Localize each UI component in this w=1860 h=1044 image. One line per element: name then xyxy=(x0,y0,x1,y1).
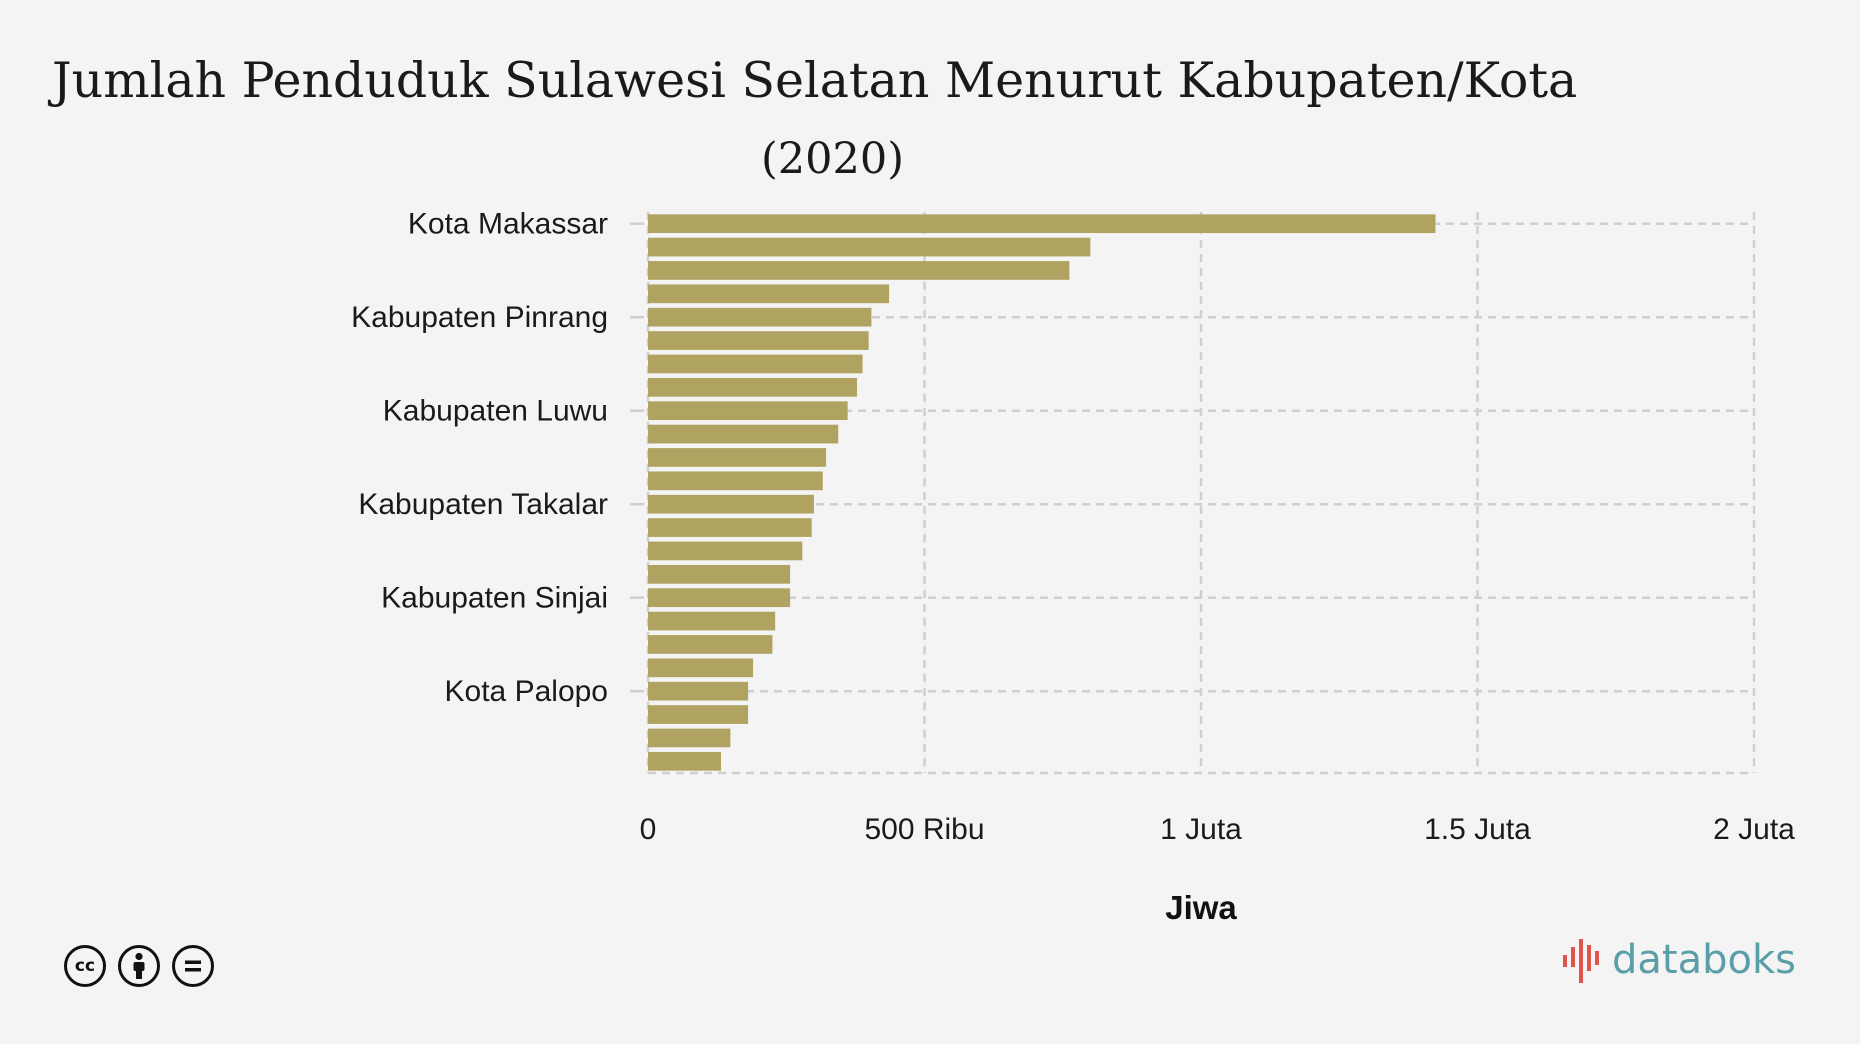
nd-icon xyxy=(172,945,214,987)
bar xyxy=(648,284,890,304)
x-axis-label: Jiwa xyxy=(1165,889,1237,926)
bar xyxy=(648,261,1070,280)
y-tick-label: Kota Palopo xyxy=(445,675,608,708)
bar xyxy=(648,611,776,631)
license-icons: cc xyxy=(64,945,214,991)
y-tick-label: Kabupaten Pinrang xyxy=(351,301,608,334)
x-tick-label: 2 Juta xyxy=(1713,813,1795,846)
bar xyxy=(648,214,1436,234)
y-tick-label: Kota Makassar xyxy=(408,208,608,241)
equals-glyph xyxy=(185,960,201,972)
by-icon xyxy=(118,945,160,987)
bar xyxy=(648,728,731,748)
bar xyxy=(648,518,812,537)
chart-title: Jumlah Penduduk Sulawesi Selatan Menurut… xyxy=(52,52,1578,109)
y-tick-label: Kabupaten Sinjai xyxy=(381,582,608,615)
bar xyxy=(648,377,858,397)
bar xyxy=(648,564,791,584)
y-tick-label: Kabupaten Luwu xyxy=(383,395,608,428)
bar xyxy=(648,588,791,608)
bar xyxy=(648,471,823,491)
cc-icon: cc xyxy=(64,945,106,987)
bar xyxy=(648,751,721,771)
bar xyxy=(648,331,869,350)
bar xyxy=(648,401,848,421)
bar xyxy=(648,424,839,444)
databoks-logo: databoks xyxy=(1560,935,1796,985)
person-glyph xyxy=(133,952,145,979)
bar xyxy=(648,237,1091,257)
bar xyxy=(648,541,803,561)
bar xyxy=(648,448,827,467)
bar xyxy=(648,354,863,374)
bar xyxy=(648,658,754,678)
logo-mark-icon xyxy=(1563,939,1599,983)
bar xyxy=(648,307,872,327)
bar xyxy=(648,635,773,654)
bar xyxy=(648,681,749,701)
x-tick-label: 0 xyxy=(640,813,657,846)
chart-subtitle: (2020) xyxy=(761,134,904,184)
bar xyxy=(648,494,814,514)
bar xyxy=(648,705,749,724)
x-tick-label: 1.5 Juta xyxy=(1424,813,1531,846)
brand-name: databoks xyxy=(1612,937,1796,983)
x-tick-label: 1 Juta xyxy=(1160,813,1242,846)
y-tick-label: Kabupaten Takalar xyxy=(358,488,608,521)
x-tick-label: 500 Ribu xyxy=(864,813,984,846)
